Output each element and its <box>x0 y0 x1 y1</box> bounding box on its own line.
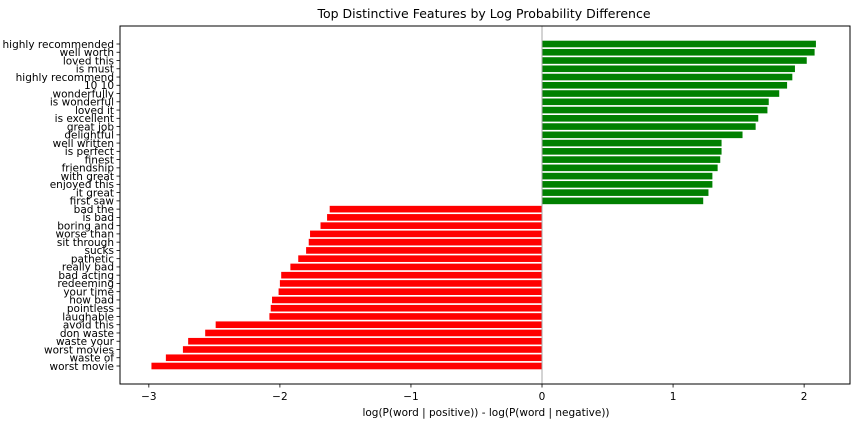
y-tick-label: waste your <box>56 336 115 348</box>
y-tick-label: well worth <box>60 47 114 59</box>
y-tick-label: don waste <box>60 328 114 340</box>
y-tick-label: it great <box>76 187 114 199</box>
bar <box>165 354 543 362</box>
bar <box>542 40 816 48</box>
y-tick-label: laughable <box>62 311 114 323</box>
y-tick-label: with great <box>61 171 114 183</box>
bar <box>542 172 713 180</box>
y-tick-label: is excellent <box>55 113 114 125</box>
bar <box>542 181 713 188</box>
bar <box>542 81 788 89</box>
bar <box>542 123 756 130</box>
bar <box>308 238 543 246</box>
y-tick-label: redeeming <box>57 278 114 290</box>
bar <box>279 280 543 287</box>
bar <box>182 346 543 353</box>
y-tick-label: highly recommend <box>16 72 114 84</box>
bar <box>306 247 543 254</box>
bar <box>151 362 543 370</box>
y-tick-label: first saw <box>70 196 115 208</box>
y-tick-label: loved it <box>75 105 114 117</box>
bar <box>188 337 543 345</box>
bar <box>542 156 721 163</box>
y-tick-label: avoid this <box>63 320 114 332</box>
bar <box>327 214 543 221</box>
bars-group <box>151 40 816 370</box>
y-tick-label: is perfect <box>65 146 114 158</box>
bar <box>269 313 543 320</box>
y-tick-label: worse than <box>56 229 114 241</box>
bar <box>542 115 759 122</box>
bar <box>542 48 815 56</box>
bar <box>310 230 543 238</box>
y-tick-label: great job <box>67 121 114 133</box>
bar <box>542 164 718 172</box>
y-tick-label: pathetic <box>71 253 114 265</box>
bar <box>542 73 793 81</box>
y-tick-label: delightful <box>64 130 114 142</box>
plot-frame <box>119 25 851 385</box>
y-tick-label: finest <box>85 154 114 166</box>
y-tick-label: wonderfully <box>52 88 114 100</box>
bar <box>290 263 543 271</box>
bar <box>329 205 543 213</box>
y-tick-label: highly recommended <box>3 39 114 51</box>
bar <box>542 139 722 147</box>
y-tick-label: well written <box>53 138 114 150</box>
bar <box>542 90 780 97</box>
bar <box>542 189 709 196</box>
x-tick-label: −2 <box>272 391 287 403</box>
y-tick-label: boring and <box>57 220 114 232</box>
y-tick-label: worst movies <box>44 344 114 356</box>
y-tick-label: is bad <box>83 212 115 224</box>
chart-title: Top Distinctive Features by Log Probabil… <box>316 6 650 21</box>
y-tick-label: really bad <box>62 262 114 274</box>
bar <box>542 57 807 64</box>
y-tick-label: waste of <box>69 353 114 365</box>
y-tick-label: is wonderful <box>50 97 114 109</box>
bar <box>542 65 795 73</box>
y-tick-label: your time <box>63 286 114 298</box>
bar <box>298 255 543 262</box>
x-tick-label: 1 <box>670 391 677 403</box>
x-tick-label: −1 <box>403 391 418 403</box>
bar <box>542 197 704 205</box>
y-tick-label: bad acting <box>58 270 114 282</box>
bar <box>281 271 543 279</box>
y-tick-label: is must <box>76 64 114 76</box>
y-tick-label: loved this <box>63 55 114 67</box>
bar <box>272 296 543 304</box>
y-tick-label: worst movie <box>50 361 115 373</box>
x-tick-label: 0 <box>539 391 546 403</box>
bar <box>542 98 769 106</box>
x-tick-label: 2 <box>801 391 808 403</box>
bar <box>215 321 543 329</box>
bar <box>320 222 543 229</box>
y-tick-label: enjoyed this <box>50 179 114 191</box>
bar <box>270 304 543 312</box>
y-tick-label: sucks <box>85 245 114 257</box>
bar <box>205 329 543 337</box>
bar <box>278 288 543 295</box>
x-axis: −3 −2 −1 0 1 2 <box>141 384 807 403</box>
x-tick-label: −3 <box>141 391 156 403</box>
bar <box>542 131 743 139</box>
bar <box>542 148 722 155</box>
bar <box>542 106 768 114</box>
y-tick-label: pointless <box>67 303 114 315</box>
y-tick-label: friendship <box>62 163 115 175</box>
y-tick-label: sit through <box>57 237 114 249</box>
x-axis-label: log(P(word | positive)) - log(P(word | n… <box>362 407 609 419</box>
y-tick-label: bad the <box>74 204 114 216</box>
y-tick-label: 10 10 <box>84 80 114 92</box>
y-tick-label: how bad <box>69 295 114 307</box>
